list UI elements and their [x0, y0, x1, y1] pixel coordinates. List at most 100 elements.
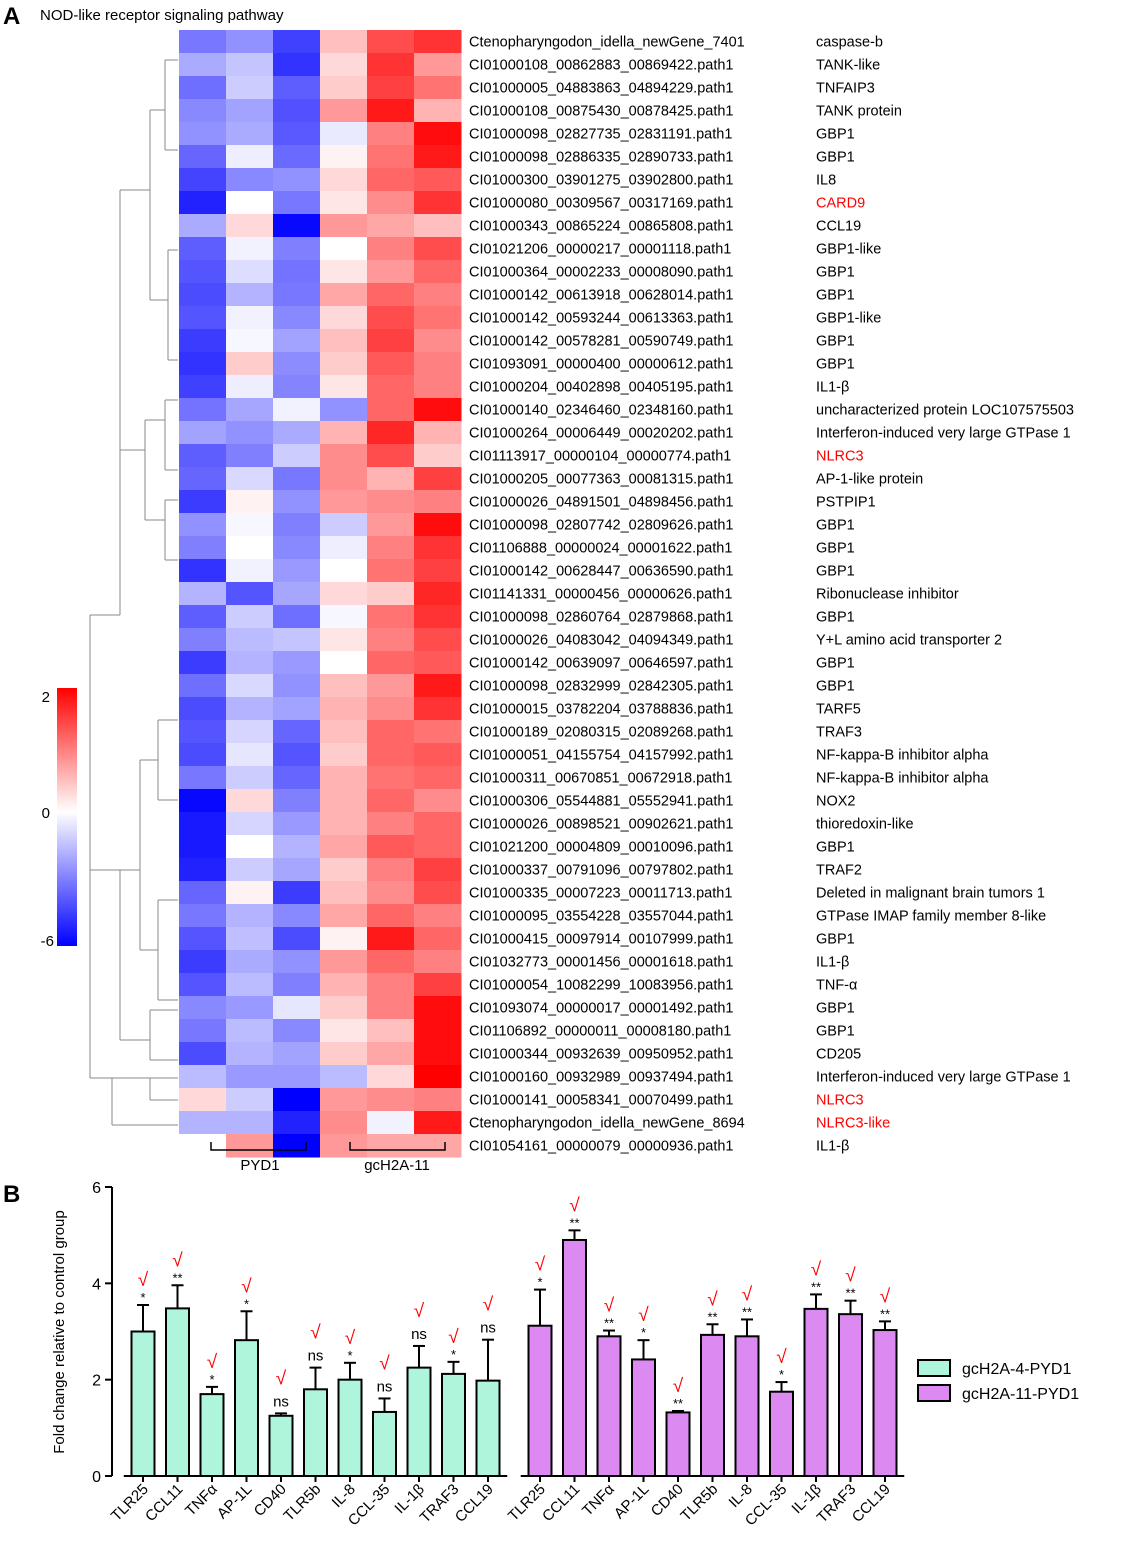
heatmap-cell [367, 1088, 415, 1112]
heatmap-cell [273, 651, 321, 675]
bar-IL-8 [337, 1378, 363, 1477]
row-gene-label: TNF-α [816, 978, 857, 994]
heatmap-cell [320, 421, 368, 445]
heatmap-cell [273, 283, 321, 307]
heatmap-cell [414, 421, 462, 445]
heatmap-cell [320, 651, 368, 675]
bar-CCL-35 [769, 1390, 794, 1478]
heatmap-cell [273, 168, 321, 192]
heatmap-cell [226, 490, 274, 514]
heatmap-cell [179, 1111, 227, 1135]
row-gene-label: CCL19 [816, 219, 861, 235]
heatmap-cell [414, 260, 462, 284]
row-id-label: CI01000098_02827735_02831191.path1 [469, 127, 732, 143]
heatmap-cell [367, 559, 415, 583]
significance-label: ns [377, 1378, 393, 1395]
row-id-label: CI01032773_00001456_00001618.path1 [469, 955, 733, 971]
check-mark: √ [569, 1195, 580, 1216]
row-id-label: CI01000108_00875430_00878425.path1 [469, 104, 733, 120]
heatmap-cell [367, 904, 415, 928]
panel-b-label: B [3, 1181, 20, 1208]
row-id-label: CI01000300_03901275_03902800.path1 [469, 173, 733, 189]
category-label: CCL11 [142, 1481, 186, 1525]
heatmap-cell [367, 260, 415, 284]
row-id-label: CI01000142_00593244_00613363.path1 [469, 311, 733, 327]
row-gene-label: NOX2 [816, 794, 856, 810]
significance-label: ns [273, 1393, 289, 1410]
heatmap-cell [273, 352, 321, 376]
row-gene-label: IL1-β [816, 380, 849, 396]
heatmap-cell [414, 605, 462, 629]
y-tick-label: 0 [92, 1469, 101, 1486]
heatmap-cell [226, 835, 274, 859]
category-label: CCL19 [849, 1481, 894, 1526]
row-gene-label: GBP1 [816, 656, 855, 672]
heatmap-cell [414, 329, 462, 353]
heatmap-cell [367, 628, 415, 652]
heatmap-cell [179, 444, 227, 468]
heatmap-cell [179, 1134, 227, 1158]
heatmap-cell [273, 260, 321, 284]
row-gene-label: CD205 [816, 1047, 861, 1063]
heatmap-cell [320, 122, 368, 146]
category-label: TLR5b [677, 1481, 721, 1525]
heatmap-cell [179, 950, 227, 974]
heatmap-cell [179, 513, 227, 537]
significance-label: * [537, 1275, 542, 1290]
heatmap-cell [273, 99, 321, 123]
row-gene-label: uncharacterized protein LOC107575503 [816, 403, 1074, 419]
row-gene-label: GBP1 [816, 840, 855, 856]
row-id-label: CI01000415_00097914_00107999.path1 [469, 932, 733, 948]
row-gene-label: TNFAIP3 [816, 81, 875, 97]
row-id-label: CI01000095_03554228_03557044.path1 [469, 909, 733, 925]
row-gene-label: CARD9 [816, 196, 865, 212]
heatmap-cell [367, 352, 415, 376]
category-label: AP-1L [611, 1481, 653, 1523]
heatmap-cell [273, 513, 321, 537]
heatmap-cell [226, 582, 274, 606]
heatmap-cell [179, 329, 227, 353]
heatmap-cell [273, 858, 321, 882]
heatmap-cell [273, 996, 321, 1020]
heatmap-cell [226, 30, 274, 54]
bar-CD40 [268, 1414, 294, 1477]
heatmap-cell [179, 1042, 227, 1066]
row-id-label: CI01106888_00000024_00001622.path1 [469, 541, 732, 557]
bar-TRAF3 [441, 1372, 466, 1478]
heatmap-cell [179, 30, 227, 54]
row-gene-label: TANK protein [816, 104, 902, 120]
row-dendrogram [89, 59, 178, 1126]
heatmap-cell [273, 421, 321, 445]
heatmap-cell [367, 881, 415, 905]
row-id-label: CI01000098_02860764_02879868.path1 [469, 610, 733, 626]
check-mark: √ [379, 1353, 390, 1374]
heatmap-cell [414, 651, 462, 675]
group-label-pyd1: PYD1 [240, 1157, 279, 1174]
heatmap-cell [179, 697, 227, 721]
row-gene-label: NLRC3 [816, 449, 864, 465]
heatmap-cell [320, 720, 368, 744]
heatmap-cell [414, 835, 462, 859]
category-label: CCL11 [539, 1481, 583, 1525]
heatmap-cell [320, 168, 368, 192]
heatmap-cell [414, 237, 462, 261]
heatmap-cell [179, 858, 227, 882]
check-mark: √ [638, 1305, 649, 1326]
row-gene-label: GBP1 [816, 127, 855, 143]
heatmap-cell [320, 582, 368, 606]
heatmap-cell [179, 789, 227, 813]
heatmap-cell [179, 674, 227, 698]
heatmap-cell [367, 858, 415, 882]
category-label: TRAF3 [814, 1481, 860, 1527]
heatmap-cell [273, 743, 321, 767]
heatmap-cell [226, 375, 274, 399]
heatmap-cell [273, 191, 321, 215]
heatmap-cell [367, 191, 415, 215]
heatmap-cell [226, 1065, 274, 1089]
heatmap-cell [367, 145, 415, 169]
bar-CCL-35 [372, 1410, 397, 1478]
heatmap-cell [414, 743, 462, 767]
significance-label: ** [845, 1286, 855, 1301]
heatmap-cell [367, 237, 415, 261]
heatmap-cell [367, 444, 415, 468]
